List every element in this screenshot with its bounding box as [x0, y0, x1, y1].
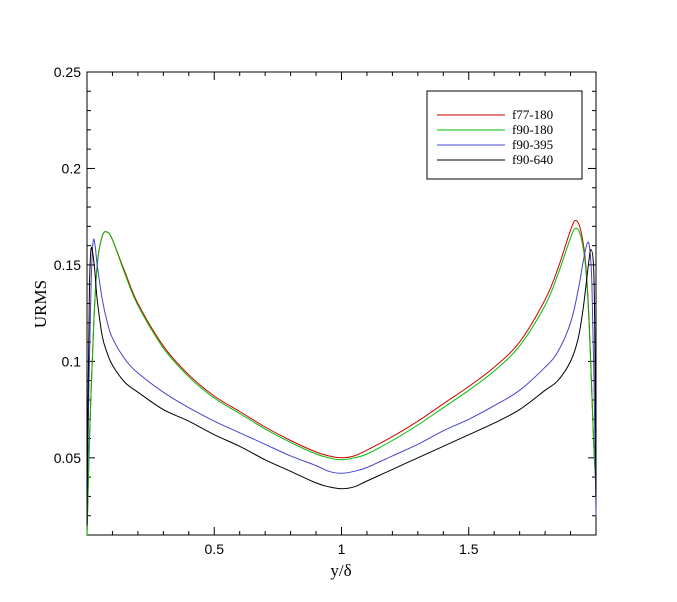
y-tick-label: 0.25 — [54, 64, 81, 80]
legend: f77-180 f90-180 f90-395 f90-640 — [426, 90, 583, 180]
x-tick-label: 1.5 — [459, 541, 479, 557]
y-tick-label: 0.2 — [62, 160, 82, 176]
y-tick-label: 0.05 — [54, 450, 81, 466]
y-tick-label: 0.15 — [54, 257, 81, 273]
legend-label-f90-180: f90-180 — [512, 122, 553, 137]
series-line-f77-180 — [86, 219, 597, 536]
series-lines — [86, 219, 597, 536]
series-line-f90-180 — [86, 227, 597, 536]
y-axis-title: URMS — [31, 280, 50, 328]
x-axis-ticks: 0.5 1 1.5 — [205, 72, 479, 557]
legend-label-f90-640: f90-640 — [512, 152, 553, 167]
legend-label-f77-180: f77-180 — [512, 107, 553, 122]
x-tick-label: 1 — [338, 541, 346, 557]
x-tick-label: 0.5 — [205, 541, 225, 557]
series-line-f90-640 — [86, 246, 597, 526]
x-axis-title: y/δ — [330, 561, 351, 580]
legend-box — [426, 90, 583, 180]
series-line-f90-395 — [86, 238, 597, 516]
y-tick-label: 0.1 — [62, 353, 82, 369]
legend-label-f90-395: f90-395 — [512, 137, 553, 152]
